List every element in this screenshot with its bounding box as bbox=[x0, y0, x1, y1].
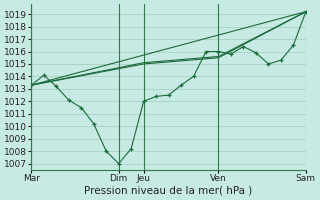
X-axis label: Pression niveau de la mer( hPa ): Pression niveau de la mer( hPa ) bbox=[84, 186, 253, 196]
